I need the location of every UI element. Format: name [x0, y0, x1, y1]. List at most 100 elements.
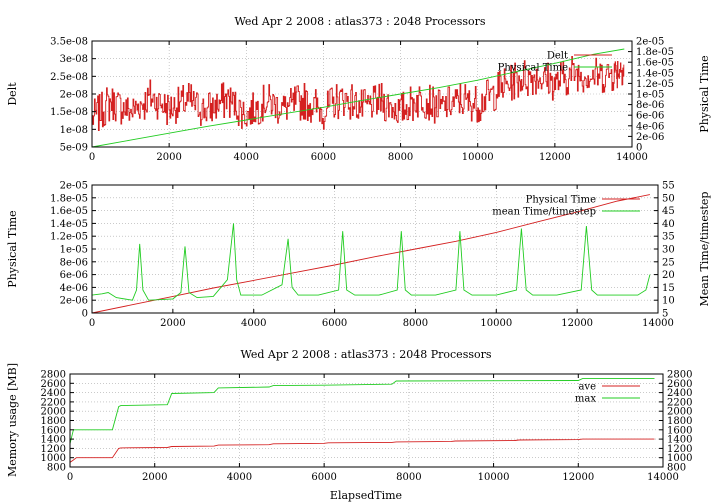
x-tick-label: 4000 — [227, 472, 252, 483]
y-tick-label: 2e-06 — [60, 296, 88, 307]
y2-tick-label: 0 — [636, 143, 642, 154]
y-tick-label: 800 — [47, 463, 66, 474]
y2-tick-label: 2600 — [667, 379, 692, 390]
y-tick-label: 1200 — [41, 444, 66, 455]
x-tick-label: 14000 — [647, 472, 679, 483]
y-tick-label: 2200 — [41, 397, 66, 408]
panel2-ylabel: Physical Time — [6, 210, 19, 287]
panel2-ticks: 0 2000 4000 6000 8000 10000 12000 1400002e-064e… — [50, 181, 675, 330]
x-tick-label: 6000 — [311, 472, 336, 483]
legend-label: max — [575, 394, 596, 405]
x-tick-label: 2000 — [142, 472, 167, 483]
x-tick-label: 4000 — [234, 152, 259, 163]
y2-tick-label: 1000 — [667, 453, 692, 464]
y2-tick-label: 1600 — [667, 425, 692, 436]
y-tick-label: 4e-06 — [60, 283, 88, 294]
y2-tick-label: 1400 — [667, 435, 692, 446]
y2-tick-label: 10 — [662, 296, 675, 307]
y2-tick-label: 55 — [662, 181, 675, 192]
y-tick-label: 5e-09 — [60, 143, 88, 154]
y2-tick-label: 4e-06 — [636, 121, 664, 132]
panel1-y2label: Physical Time — [698, 55, 711, 132]
panel2-y2label: Mean Time/timestep — [698, 192, 711, 307]
y2-tick-label: 2400 — [667, 388, 692, 399]
panel1-ticks: 0 2000 4000 6000 8000 10000 12000 14000 5e-09 1e-… — [50, 37, 674, 164]
y-tick-label: 1e-05 — [60, 245, 88, 256]
panel3-ylabel: Memory usage [MB] — [6, 363, 19, 477]
y-tick-label: 1800 — [41, 416, 66, 427]
x-tick-label: 8000 — [403, 318, 428, 329]
x-tick-label: 10000 — [478, 472, 510, 483]
y-tick-label: 8e-06 — [60, 257, 88, 268]
y2-tick-label: 6e-06 — [636, 111, 664, 122]
y-tick-label: 1.2e-05 — [50, 232, 88, 243]
series-line-mean-time-timestep — [91, 223, 651, 301]
x-tick-label: 8000 — [396, 472, 421, 483]
y-tick-label: 1e-08 — [60, 125, 88, 136]
x-tick-label: 2000 — [156, 152, 181, 163]
y2-tick-label: 50 — [662, 193, 675, 204]
x-tick-label: 6000 — [322, 318, 347, 329]
y2-tick-label: 1800 — [667, 416, 692, 427]
y-tick-label: 2000 — [41, 407, 66, 418]
panel1-title: Wed Apr 2 2008 : atlas373 : 2048 Process… — [234, 15, 485, 28]
y2-tick-label: 1.4e-05 — [636, 68, 674, 79]
y2-tick-label: 25 — [662, 257, 675, 268]
y2-tick-label: 2800 — [667, 370, 692, 381]
y2-tick-label: 30 — [662, 245, 675, 256]
x-tick-label: 10000 — [462, 152, 494, 163]
y-tick-label: 1400 — [41, 435, 66, 446]
y-tick-label: 1.4e-05 — [50, 219, 88, 230]
y-tick-label: 3e-08 — [60, 54, 88, 65]
series-line-physical-time — [91, 194, 650, 314]
x-tick-label: 0 — [67, 472, 73, 483]
panel3-series — [69, 378, 655, 463]
y-tick-label: 1.8e-05 — [50, 193, 88, 204]
x-tick-label: 8000 — [388, 152, 413, 163]
panel3-xlabel: ElapsedTime — [330, 489, 402, 502]
x-tick-label: 0 — [89, 318, 95, 329]
x-tick-label: 14000 — [616, 152, 648, 163]
y-tick-label: 2.5e-08 — [50, 72, 88, 83]
y2-tick-label: 2200 — [667, 397, 692, 408]
x-tick-label: 2000 — [160, 318, 185, 329]
series-line-physical-time — [91, 48, 625, 148]
panel3-grid — [70, 374, 663, 467]
x-tick-label: 12000 — [562, 472, 594, 483]
y2-tick-label: 20 — [662, 270, 675, 281]
y-tick-label: 2600 — [41, 379, 66, 390]
panel2-grid — [92, 185, 658, 313]
y2-tick-label: 8e-06 — [636, 100, 664, 111]
y-tick-label: 3.5e-08 — [50, 37, 88, 48]
y-tick-label: 2e-08 — [60, 90, 88, 101]
y-tick-label: 1000 — [41, 453, 66, 464]
x-tick-label: 6000 — [311, 152, 336, 163]
series-line-max — [69, 378, 655, 444]
y2-tick-label: 1.8e-05 — [636, 47, 674, 58]
x-tick-label: 12000 — [561, 318, 593, 329]
y-tick-label: 2400 — [41, 388, 66, 399]
series-line-ave — [69, 438, 655, 463]
x-tick-label: 12000 — [539, 152, 571, 163]
y-tick-label: 1.6e-05 — [50, 206, 88, 217]
y2-tick-label: 1.6e-05 — [636, 58, 674, 69]
y2-tick-label: 45 — [662, 206, 675, 217]
y2-tick-label: 15 — [662, 283, 675, 294]
legend-label: mean Time/timestep — [492, 207, 596, 218]
y2-tick-label: 1200 — [667, 444, 692, 455]
panel3-ticks: 0 2000 4000 6000 8000 10000 12000 1400080010001… — [41, 370, 693, 484]
y2-tick-label: 2000 — [667, 407, 692, 418]
panel2-series — [91, 194, 651, 314]
y-tick-label: 6e-06 — [60, 270, 88, 281]
x-tick-label: 0 — [89, 152, 95, 163]
legend-label: Delt — [547, 51, 568, 62]
x-tick-label: 14000 — [642, 318, 674, 329]
y-tick-label: 0 — [82, 309, 88, 320]
y2-tick-label: 1.2e-05 — [636, 79, 674, 90]
y-tick-label: 1.5e-08 — [50, 107, 88, 118]
y2-tick-label: 800 — [667, 463, 686, 474]
y2-tick-label: 2e-05 — [636, 37, 664, 48]
